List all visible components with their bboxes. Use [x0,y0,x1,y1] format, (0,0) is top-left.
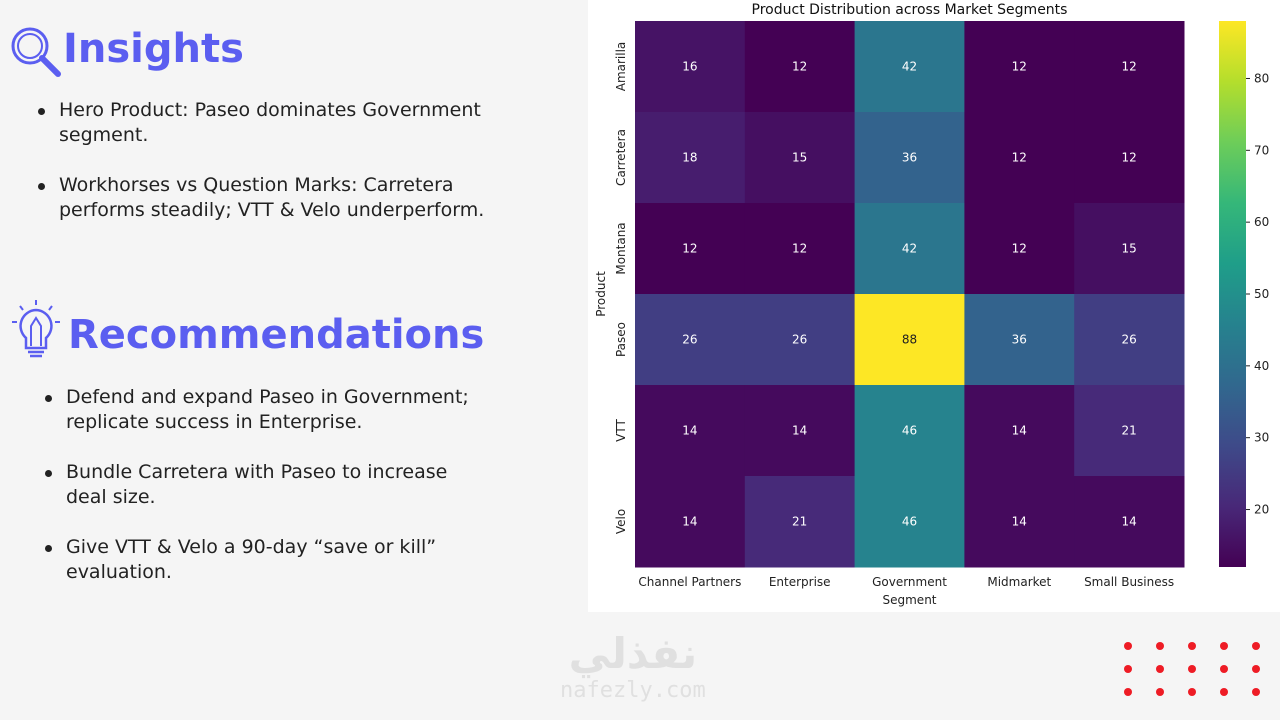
y-tick-label: Amarilla [614,42,628,92]
x-tick-label: Government [872,575,947,589]
heatmap-cell [854,203,965,295]
heatmap-cell [744,112,856,204]
cell-label: 42 [902,242,917,256]
heatmap-cell [964,21,1075,113]
heatmap-cell [964,203,1075,295]
cell-label: 26 [1121,333,1136,347]
cell-label: 36 [902,151,917,165]
heatmap-cell [1074,21,1185,113]
x-axis-label: Segment [883,593,937,607]
y-tick-label: VTT [614,419,628,442]
heatmap-chart: Product Distribution across Market Segme… [594,2,1269,607]
cell-label: 26 [792,333,807,347]
heatmap-cell [635,476,746,568]
heatmap-cell [635,21,746,113]
colorbar-tick-label: 70 [1254,143,1269,157]
cell-label: 21 [1121,424,1136,438]
cell-label: 12 [1121,151,1136,165]
cell-label: 12 [1012,60,1027,74]
recommendations-list: Defend and expand Paseo in Government; r… [42,385,482,610]
cell-label: 15 [792,151,807,165]
heatmap-cell [964,385,1075,477]
cell-label: 12 [792,60,807,74]
heatmap-cell [1074,385,1185,477]
cell-label: 12 [682,242,697,256]
cell-label: 16 [682,60,697,74]
insight-item: Workhorses vs Question Marks: Carretera … [35,173,485,223]
cell-label: 12 [792,242,807,256]
cell-label: 14 [792,424,807,438]
cell-label: 88 [902,333,917,347]
cell-label: 14 [682,424,697,438]
colorbar [1219,21,1246,567]
heatmap-cell [635,294,746,386]
heatmap-cell [635,203,746,295]
watermark-latin: nafezly.com [560,678,706,703]
heatmap-cell [744,385,856,477]
cell-label: 46 [902,424,917,438]
heatmap-cell [854,294,965,386]
watermark-arabic: نفذلي [568,629,698,678]
heatmap-cell [1074,112,1185,204]
cell-label: 46 [902,515,917,529]
recommendations-title: Recommendations [68,312,485,358]
insight-item: Hero Product: Paseo dominates Government… [35,98,485,148]
cell-label: 14 [1012,424,1027,438]
heatmap-cell [744,21,856,113]
cell-label: 12 [1012,242,1027,256]
heatmap-cell [635,385,746,477]
colorbar-tick-label: 20 [1254,503,1269,517]
x-tick-label: Enterprise [769,575,831,589]
colorbar-tick-label: 30 [1254,431,1269,445]
colorbar-tick-label: 40 [1254,359,1269,373]
cell-label: 21 [792,515,807,529]
lightbulb-icon [12,300,60,358]
cell-label: 14 [1012,515,1027,529]
x-tick-label: Channel Partners [638,575,741,589]
x-tick-label: Midmarket [987,575,1051,589]
heatmap-cell [744,476,856,568]
heatmap-panel: Product Distribution across Market Segme… [588,0,1280,612]
x-tick-label: Small Business [1084,575,1174,589]
y-tick-label: Paseo [614,322,628,357]
heatmap-cell [1074,203,1185,295]
magnifier-icon [11,27,61,77]
cell-label: 14 [682,515,697,529]
recommendation-item: Give VTT & Velo a 90-day “save or kill” … [42,535,482,585]
heatmap-cell [1074,294,1185,386]
y-tick-label: Montana [614,222,628,274]
y-axis-label: Product [594,271,608,317]
heatmap-cell [964,112,1075,204]
cell-label: 18 [682,151,697,165]
recommendation-item: Defend and expand Paseo in Government; r… [42,385,482,435]
insights-list: Hero Product: Paseo dominates Government… [35,98,485,248]
heatmap-cell [964,476,1075,568]
chart-title: Product Distribution across Market Segme… [752,2,1068,18]
cell-label: 42 [902,60,917,74]
heatmap-cell [744,203,856,295]
cell-label: 12 [1012,151,1027,165]
cell-label: 15 [1121,242,1136,256]
heatmap-cell [854,385,965,477]
decorative-dots [1124,642,1280,696]
colorbar-tick-label: 60 [1254,215,1269,229]
heatmap-cell [854,21,965,113]
y-tick-label: Velo [614,509,628,534]
heatmap-cell [854,476,965,568]
heatmap-cell [964,294,1075,386]
colorbar-tick-label: 80 [1254,71,1269,85]
heatmap-cell [854,112,965,204]
heatmap-cell [635,112,746,204]
recommendation-item: Bundle Carretera with Paseo to increase … [42,460,482,510]
cell-label: 12 [1121,60,1136,74]
insights-title: Insights [63,26,244,72]
watermark: نفذلي nafezly.com [560,629,706,704]
cell-label: 26 [682,333,697,347]
y-tick-label: Carretera [614,129,628,186]
colorbar-tick-label: 50 [1254,287,1269,301]
cell-label: 36 [1012,333,1027,347]
heatmap-cell [744,294,856,386]
cell-label: 14 [1121,515,1136,529]
heatmap-cell [1074,476,1185,568]
